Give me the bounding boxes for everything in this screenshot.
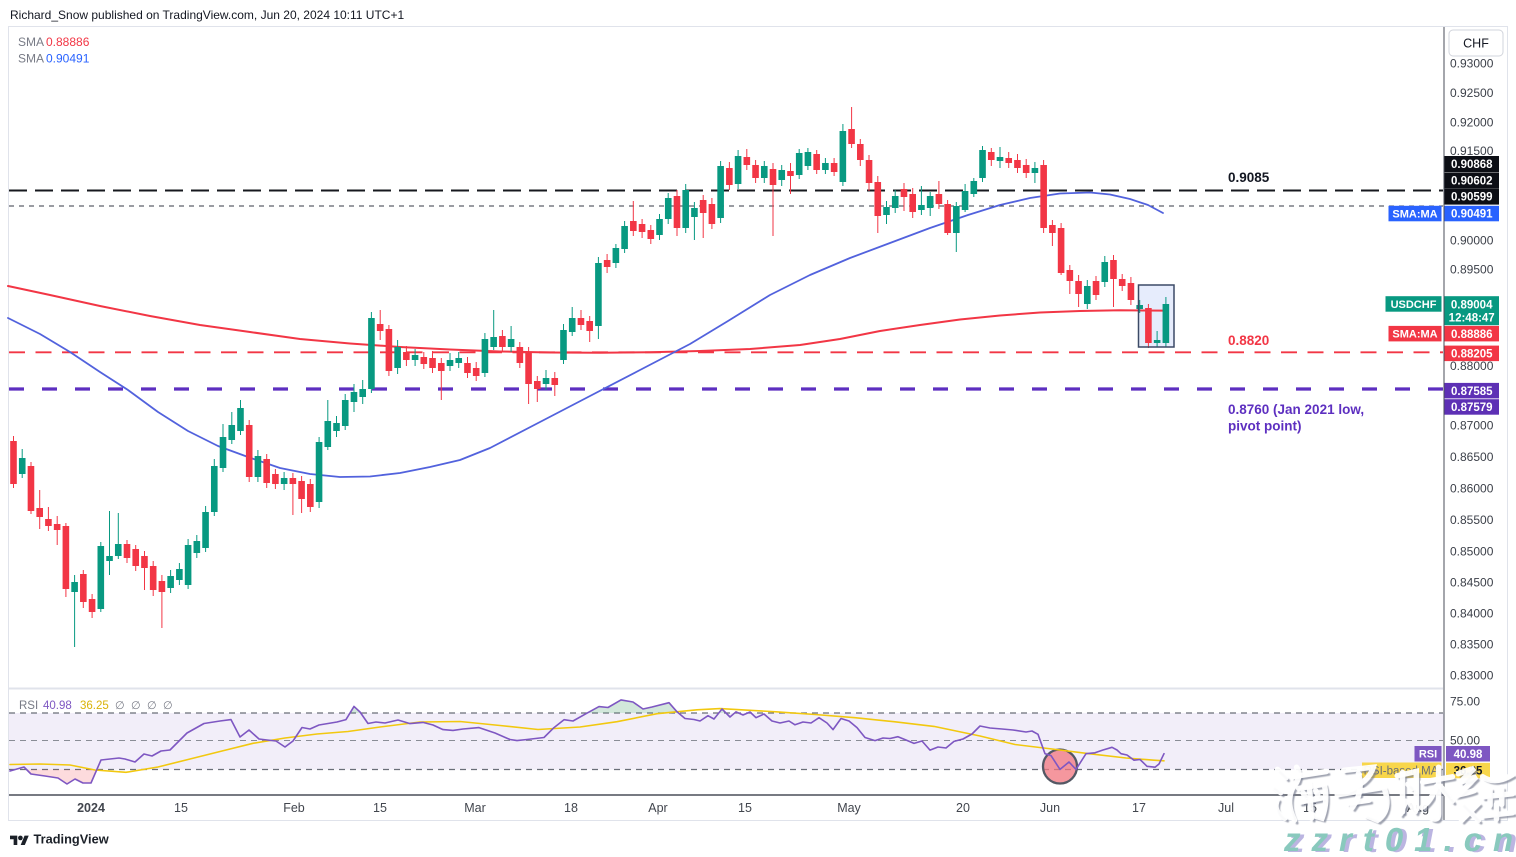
svg-text:0.91500: 0.91500	[1450, 144, 1494, 158]
svg-text:15: 15	[174, 801, 188, 815]
svg-text:0.83500: 0.83500	[1450, 637, 1494, 651]
svg-text:0.88886: 0.88886	[1451, 329, 1493, 341]
svg-text:RSI: RSI	[1419, 749, 1437, 761]
svg-text:0.88886: 0.88886	[46, 35, 90, 49]
svg-text:∅: ∅	[131, 700, 141, 712]
svg-text:Jun: Jun	[1040, 801, 1060, 815]
svg-text:0.86500: 0.86500	[1450, 450, 1494, 464]
svg-text:50.00: 50.00	[1450, 734, 1480, 748]
svg-text:0.92500: 0.92500	[1450, 86, 1494, 100]
svg-text:0.88000: 0.88000	[1450, 359, 1494, 373]
svg-text:zzrt01.cn: zzrt01.cn	[1283, 821, 1516, 857]
svg-text:0.90868: 0.90868	[1451, 159, 1493, 171]
svg-text:18: 18	[564, 801, 578, 815]
svg-text:0.90000: 0.90000	[1450, 233, 1494, 247]
svg-text:0.87579: 0.87579	[1451, 402, 1493, 414]
svg-text:0.87000: 0.87000	[1450, 418, 1494, 432]
svg-text:0.84000: 0.84000	[1450, 606, 1494, 620]
svg-text:∅: ∅	[163, 700, 173, 712]
svg-text:0.84500: 0.84500	[1450, 575, 1494, 589]
svg-text:SMA: SMA	[18, 35, 44, 49]
svg-text:12:48:47: 12:48:47	[1449, 313, 1495, 325]
svg-text:40.98: 40.98	[43, 700, 72, 712]
svg-text:0.8820: 0.8820	[1228, 333, 1269, 348]
svg-text:36.25: 36.25	[80, 700, 109, 712]
svg-text:0.87585: 0.87585	[1451, 386, 1493, 398]
svg-text:15: 15	[738, 801, 752, 815]
svg-text:0.89004: 0.89004	[1451, 300, 1493, 312]
svg-text:0.90599: 0.90599	[1451, 192, 1493, 204]
svg-text:0.88205: 0.88205	[1451, 348, 1493, 360]
svg-text:USDCHF: USDCHF	[1391, 299, 1437, 311]
svg-text:0.86000: 0.86000	[1450, 481, 1494, 495]
svg-text:RSI: RSI	[19, 700, 38, 712]
svg-text:15: 15	[373, 801, 387, 815]
svg-text:20: 20	[956, 801, 970, 815]
svg-text:75.00: 75.00	[1450, 695, 1480, 709]
svg-text:CHF: CHF	[1463, 37, 1489, 51]
svg-text:Jul: Jul	[1218, 801, 1234, 815]
svg-text:0.89500: 0.89500	[1450, 262, 1494, 276]
svg-text:SMA:MA: SMA:MA	[1392, 209, 1437, 221]
svg-text:0.83000: 0.83000	[1450, 669, 1494, 683]
svg-text:SMA:MA: SMA:MA	[1392, 329, 1437, 341]
svg-text:TradingView: TradingView	[34, 832, 109, 847]
svg-text:2024: 2024	[77, 801, 105, 815]
svg-text:Mar: Mar	[464, 801, 486, 815]
svg-text:zzrt01.cn: zzrt01.cn	[1287, 822, 1516, 857]
svg-text:0.8760 (Jan 2021 low,: 0.8760 (Jan 2021 low,	[1228, 402, 1364, 417]
svg-text:Feb: Feb	[283, 801, 305, 815]
svg-text:0.93000: 0.93000	[1450, 56, 1494, 70]
svg-text:0.90491: 0.90491	[46, 52, 90, 66]
svg-text:40.98: 40.98	[1454, 749, 1483, 761]
svg-text:0.90491: 0.90491	[1451, 209, 1493, 221]
svg-text:SMA: SMA	[18, 52, 44, 66]
svg-text:0.9085: 0.9085	[1228, 170, 1270, 185]
svg-text:∅: ∅	[115, 700, 125, 712]
svg-text:17: 17	[1132, 801, 1146, 815]
svg-text:Richard_Snow published on Trad: Richard_Snow published on TradingView.co…	[10, 8, 404, 22]
svg-text:∅: ∅	[147, 700, 157, 712]
svg-text:Apr: Apr	[648, 801, 667, 815]
svg-text:0.90602: 0.90602	[1451, 176, 1493, 188]
svg-text:0.92000: 0.92000	[1450, 115, 1494, 129]
svg-text:May: May	[837, 801, 861, 815]
svg-text:0.85500: 0.85500	[1450, 513, 1494, 527]
svg-text:pivot point): pivot point)	[1228, 419, 1301, 434]
svg-text:0.85000: 0.85000	[1450, 544, 1494, 558]
